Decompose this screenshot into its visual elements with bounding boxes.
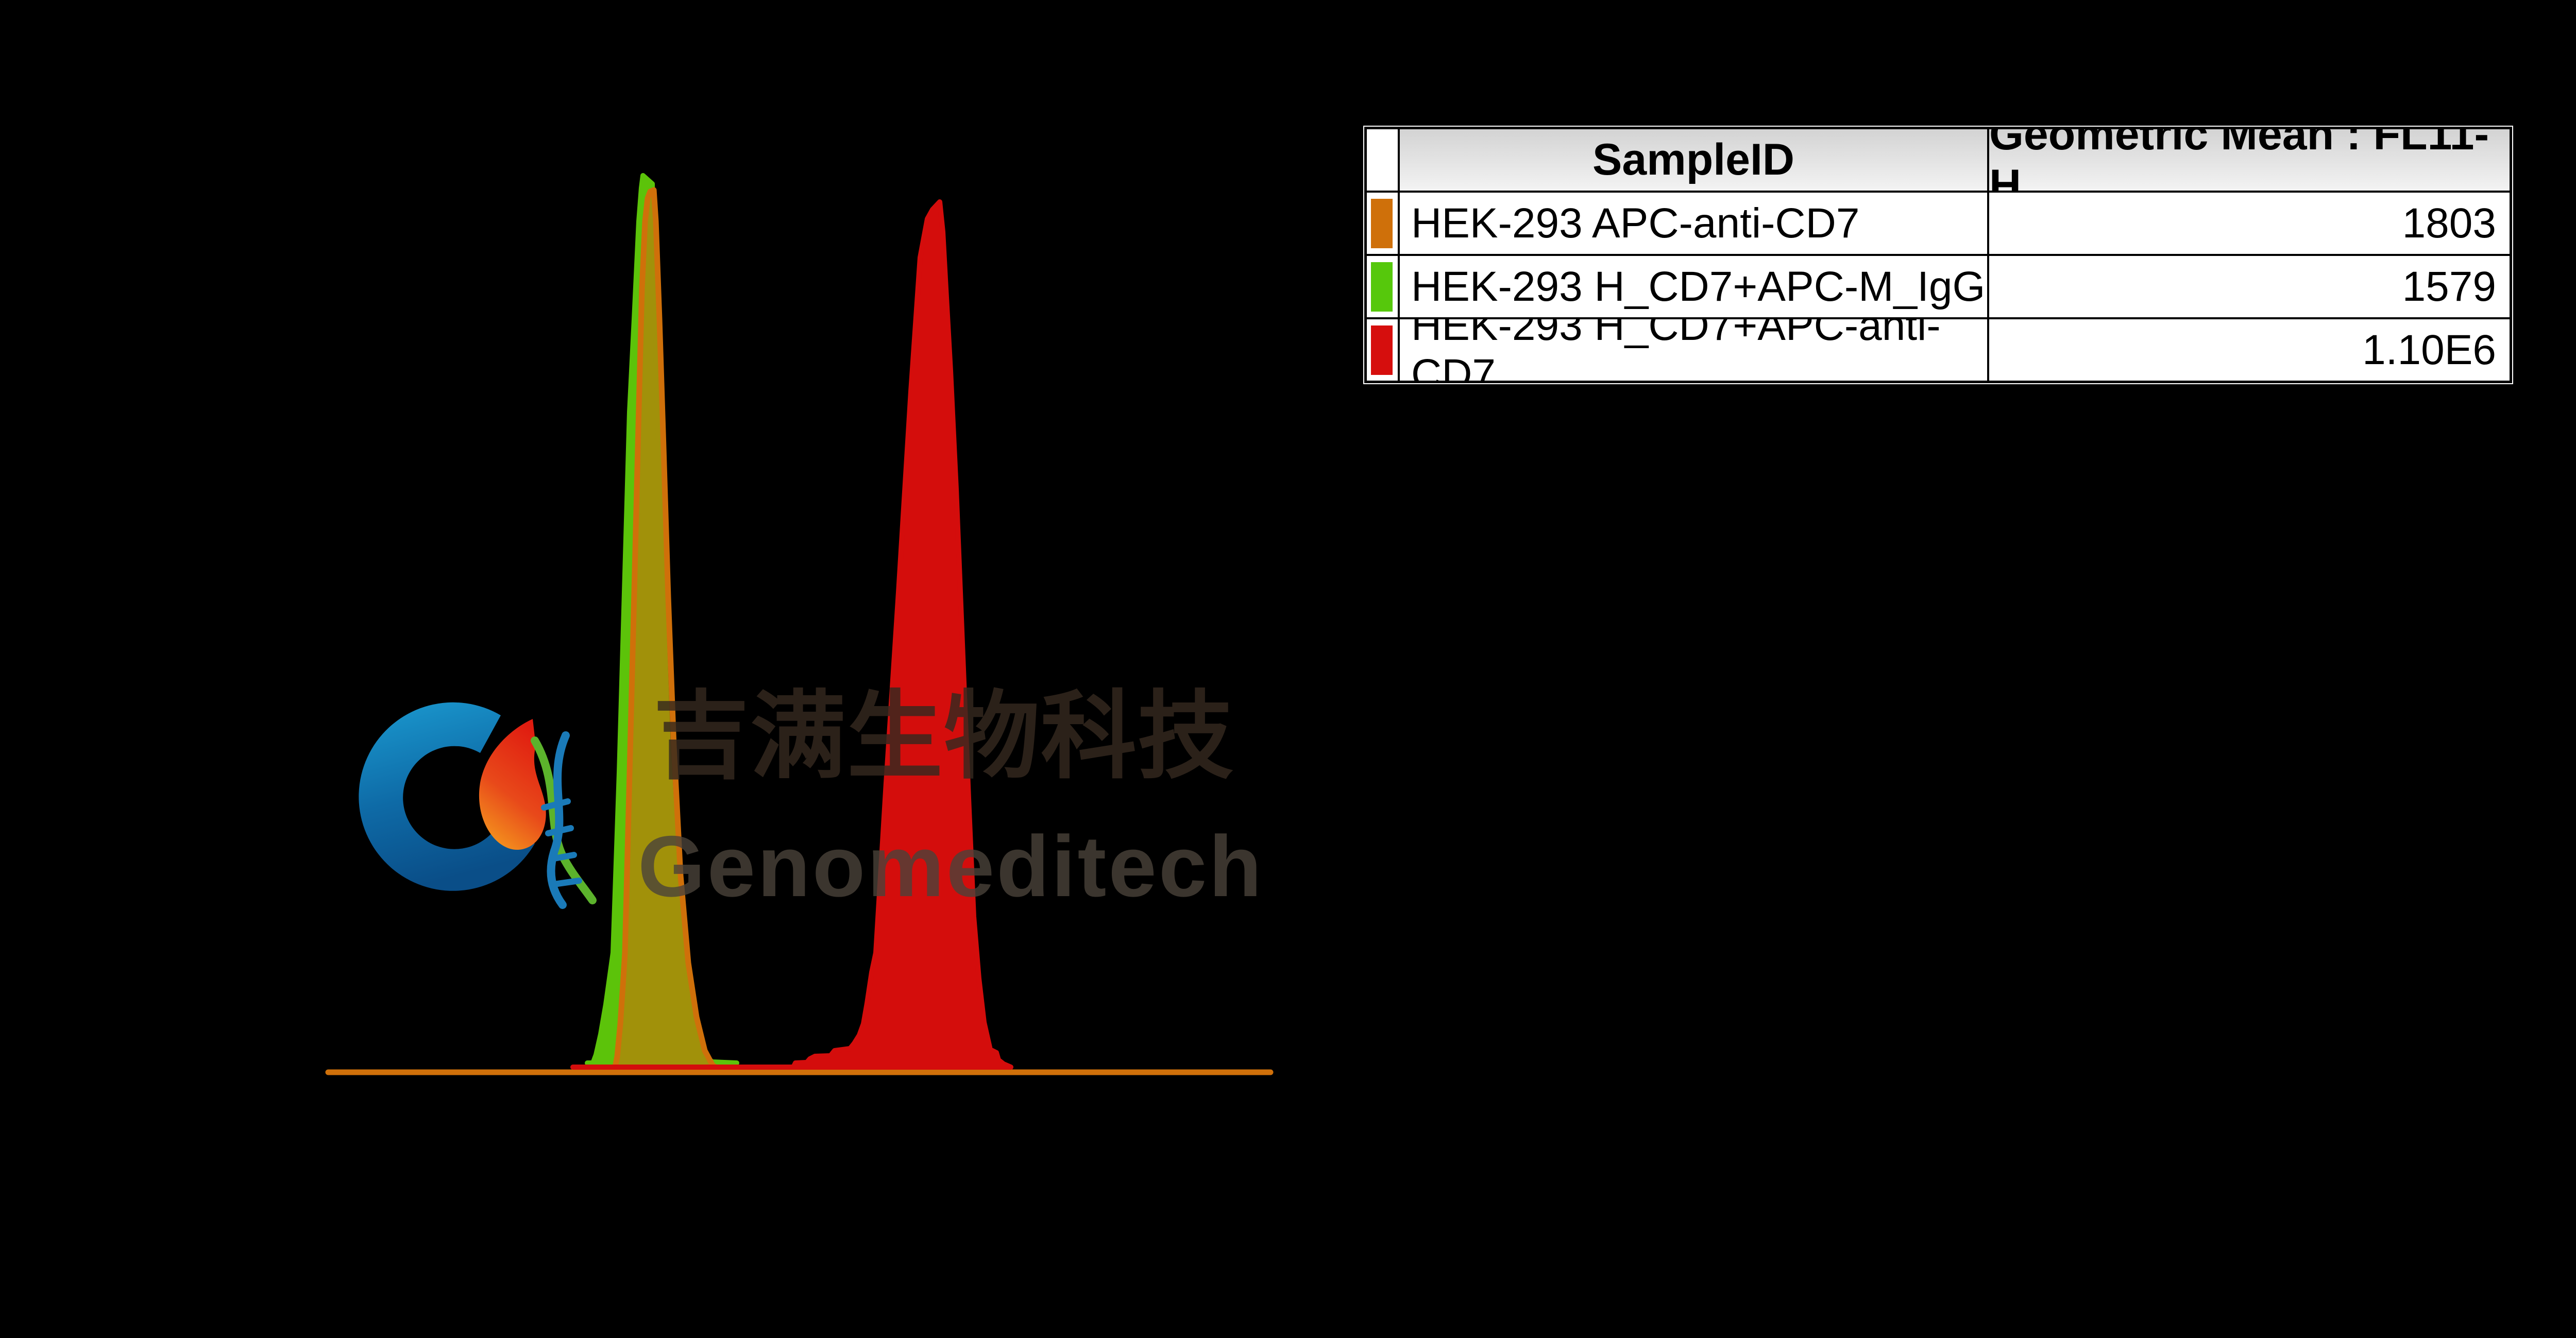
table-row-sample-id: HEK-293 H_CD7+APC-M_IgG: [1400, 256, 1987, 317]
table-row-swatch-cell: [1367, 193, 1398, 254]
red-swatch: [1371, 325, 1393, 375]
histogram-curve-h-cd7-apc-anti-cd7: [570, 199, 1013, 1070]
logo-flame: [479, 719, 546, 850]
stats-table-header-sampleid: SampleID: [1400, 129, 1987, 191]
stats-table-header-geomean: Geometric Mean : FL11-H: [1989, 129, 2510, 191]
watermark-chinese-text: 吉满生物科技: [653, 683, 1235, 790]
histogram-series-group: [325, 173, 1274, 1075]
logo-blue-swirl: [359, 702, 535, 891]
stats-table-corner-cell: [1367, 129, 1398, 191]
table-row-geomean-value: 1.10E6: [1989, 319, 2510, 381]
table-row-sample-id: HEK-293 H_CD7+APC-anti-CD7: [1400, 319, 1987, 381]
table-row-geomean-value: 1803: [1989, 193, 2510, 254]
table-row-swatch-cell: [1367, 256, 1398, 317]
logo-dna-helix: [531, 731, 597, 909]
watermark-english-text: Genomeditech: [638, 818, 1264, 915]
genomeditech-logo-icon: [359, 702, 597, 909]
stats-table: SampleID Geometric Mean : FL11-H HEK-293…: [1363, 126, 2513, 384]
orange-swatch: [1371, 198, 1393, 248]
histogram-curve-apc-anti-cd7: [325, 187, 1274, 1075]
table-row-sample-id: HEK-293 APC-anti-CD7: [1400, 193, 1987, 254]
table-row-swatch-cell: [1367, 319, 1398, 381]
table-row-geomean-value: 1579: [1989, 256, 2510, 317]
green-swatch: [1371, 262, 1393, 312]
